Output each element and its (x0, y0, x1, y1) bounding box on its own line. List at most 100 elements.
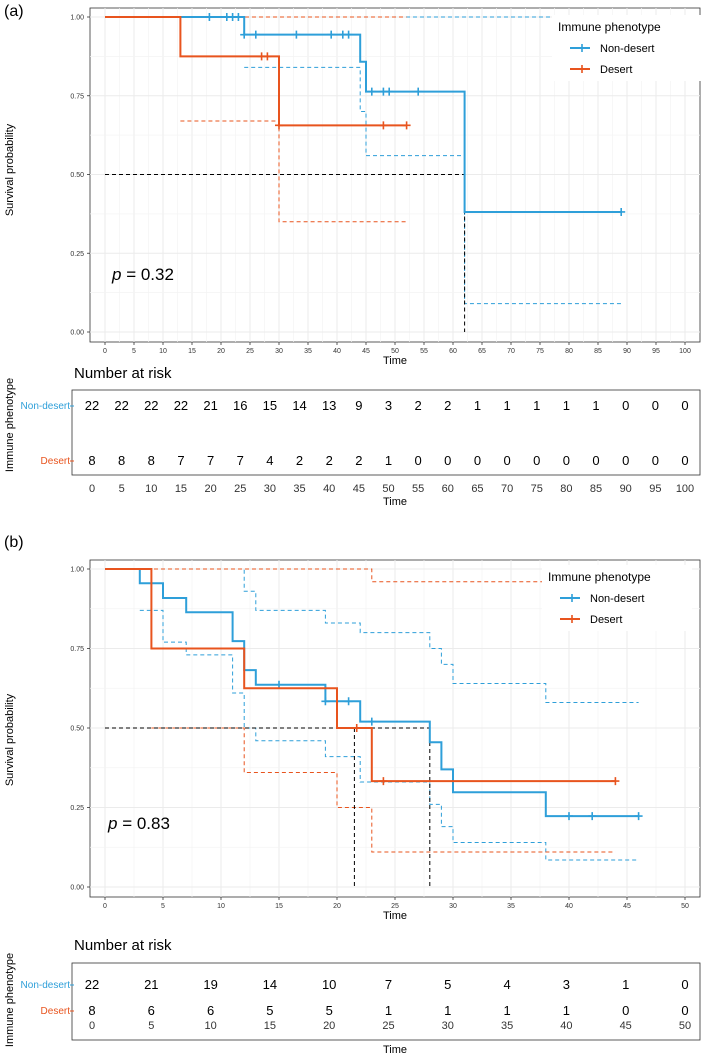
x-tick-label: 75 (536, 348, 544, 355)
risk-value-desert: 8 (148, 453, 155, 468)
censor-mark-non_desert (367, 87, 376, 96)
risk-value-non_desert: 1 (503, 398, 510, 413)
legend-censor-desert (568, 615, 576, 623)
risk-value-desert: 0 (444, 453, 451, 468)
y-tick-label: 0.50 (70, 726, 84, 733)
x-tick-label: 60 (449, 348, 457, 355)
x-tick-label: 40 (333, 348, 341, 355)
risk-value-non_desert: 15 (263, 398, 277, 413)
censor-mark-desert (275, 121, 283, 130)
legend-label-desert: Desert (590, 614, 622, 626)
risk-value-desert: 0 (503, 453, 510, 468)
x-axis-title: Time (383, 355, 407, 367)
y-axis-title: Survival probability (4, 693, 16, 786)
legend-label-desert: Desert (600, 64, 632, 76)
risk-x-tick-label: 10 (145, 483, 157, 495)
censor-mark-desert (352, 724, 361, 732)
censor-mark-non_desert (205, 13, 214, 21)
x-tick-label: 15 (275, 903, 283, 910)
risk-value-desert: 1 (444, 1003, 451, 1018)
y-tick-label: 1.00 (70, 567, 84, 574)
censor-mark-non_desert (344, 30, 353, 39)
legend-title: Immune phenotype (548, 570, 651, 584)
risk-value-non_desert: 1 (533, 398, 540, 413)
y-tick-label: 0.00 (70, 885, 84, 892)
x-tick-label: 30 (449, 903, 457, 910)
risk-value-desert: 2 (296, 453, 303, 468)
x-tick-label: 25 (391, 903, 399, 910)
risk-value-non_desert: 1 (474, 398, 481, 413)
risk-value-desert: 0 (563, 453, 570, 468)
risk-value-non_desert: 2 (444, 398, 451, 413)
risk-value-non_desert: 16 (233, 398, 247, 413)
risk-x-tick-label: 0 (89, 483, 95, 495)
risk-x-tick-label: 65 (471, 483, 483, 495)
panel-a: (a)0.000.250.500.751.000 5 10 15 20 25 30 35 40 4… (4, 3, 702, 508)
x-tick-label: 25 (246, 348, 254, 355)
risk-value-desert: 7 (177, 453, 184, 468)
risk-x-tick-label: 50 (382, 483, 394, 495)
risk-value-non_desert: 21 (144, 977, 158, 992)
y-tick-label: 0.75 (70, 646, 84, 653)
x-tick-label: 65 (478, 348, 486, 355)
risk-value-non_desert: 0 (622, 398, 629, 413)
risk-table-title: Number at risk (74, 937, 172, 954)
p-value-text: = 0.83 (117, 814, 169, 833)
panel-label: (a) (4, 3, 24, 20)
legend: Immune phenotype Non-desert Desert (552, 15, 702, 81)
censor-mark-non_desert (321, 697, 330, 706)
risk-row-label-desert: Desert (41, 1006, 71, 1017)
risk-row-label-non_desert: Non-desert (21, 401, 71, 412)
p-value: p = 0.32 (111, 265, 174, 284)
legend-title: Immune phenotype (558, 20, 661, 34)
risk-x-tick-label: 5 (148, 1020, 154, 1032)
risk-value-non_desert: 3 (385, 398, 392, 413)
risk-x-tick-label: 50 (679, 1020, 691, 1032)
risk-value-desert: 0 (415, 453, 422, 468)
x-tick-label: 35 (304, 348, 312, 355)
risk-value-desert: 0 (681, 453, 688, 468)
risk-value-non_desert: 0 (652, 398, 659, 413)
risk-value-desert: 0 (622, 1003, 629, 1018)
x-tick-label: 10 (159, 348, 167, 355)
risk-row-label-desert: Desert (41, 456, 71, 467)
risk-value-non_desert: 22 (144, 398, 158, 413)
x-tick-label: 15 (188, 348, 196, 355)
x-tick-label: 30 (275, 348, 283, 355)
risk-value-non_desert: 3 (563, 977, 570, 992)
censor-mark-non_desert (234, 13, 243, 21)
legend-label-non_desert: Non-desert (600, 43, 654, 55)
risk-value-non_desert: 0 (681, 977, 688, 992)
risk-value-non_desert: 21 (203, 398, 217, 413)
x-tick-label: 20 (217, 348, 225, 355)
risk-x-tick-label: 90 (620, 483, 632, 495)
x-tick-label: 0 (103, 903, 107, 910)
risk-x-tick-label: 30 (442, 1020, 454, 1032)
risk-x-tick-label: 75 (531, 483, 543, 495)
risk-y-axis-title: Immune phenotype (4, 378, 16, 472)
risk-value-desert: 7 (207, 453, 214, 468)
risk-x-tick-label: 35 (293, 483, 305, 495)
censor-mark-desert (263, 52, 272, 61)
censor-mark-non_desert (251, 30, 260, 39)
censor-mark-non_desert (292, 30, 301, 39)
risk-x-axis-title: Time (383, 1044, 407, 1056)
ci-lower-desert (180, 120, 407, 223)
censor-mark-desert (379, 777, 388, 786)
risk-value-desert: 8 (88, 453, 95, 468)
risk-x-tick-label: 60 (442, 483, 454, 495)
risk-value-desert: 5 (266, 1003, 273, 1018)
x-tick-label: 100 (679, 348, 691, 355)
risk-value-non_desert: 22 (174, 398, 188, 413)
risk-value-non_desert: 22 (85, 977, 99, 992)
legend-censor-non_desert (568, 594, 576, 602)
risk-table-title: Number at risk (74, 365, 172, 382)
risk-value-non_desert: 9 (355, 398, 362, 413)
risk-x-tick-label: 40 (560, 1020, 572, 1032)
risk-value-non_desert: 10 (322, 977, 336, 992)
risk-value-desert: 0 (474, 453, 481, 468)
risk-value-desert: 5 (326, 1003, 333, 1018)
censor-mark-non_desert (634, 812, 643, 821)
risk-x-tick-label: 15 (264, 1020, 276, 1032)
